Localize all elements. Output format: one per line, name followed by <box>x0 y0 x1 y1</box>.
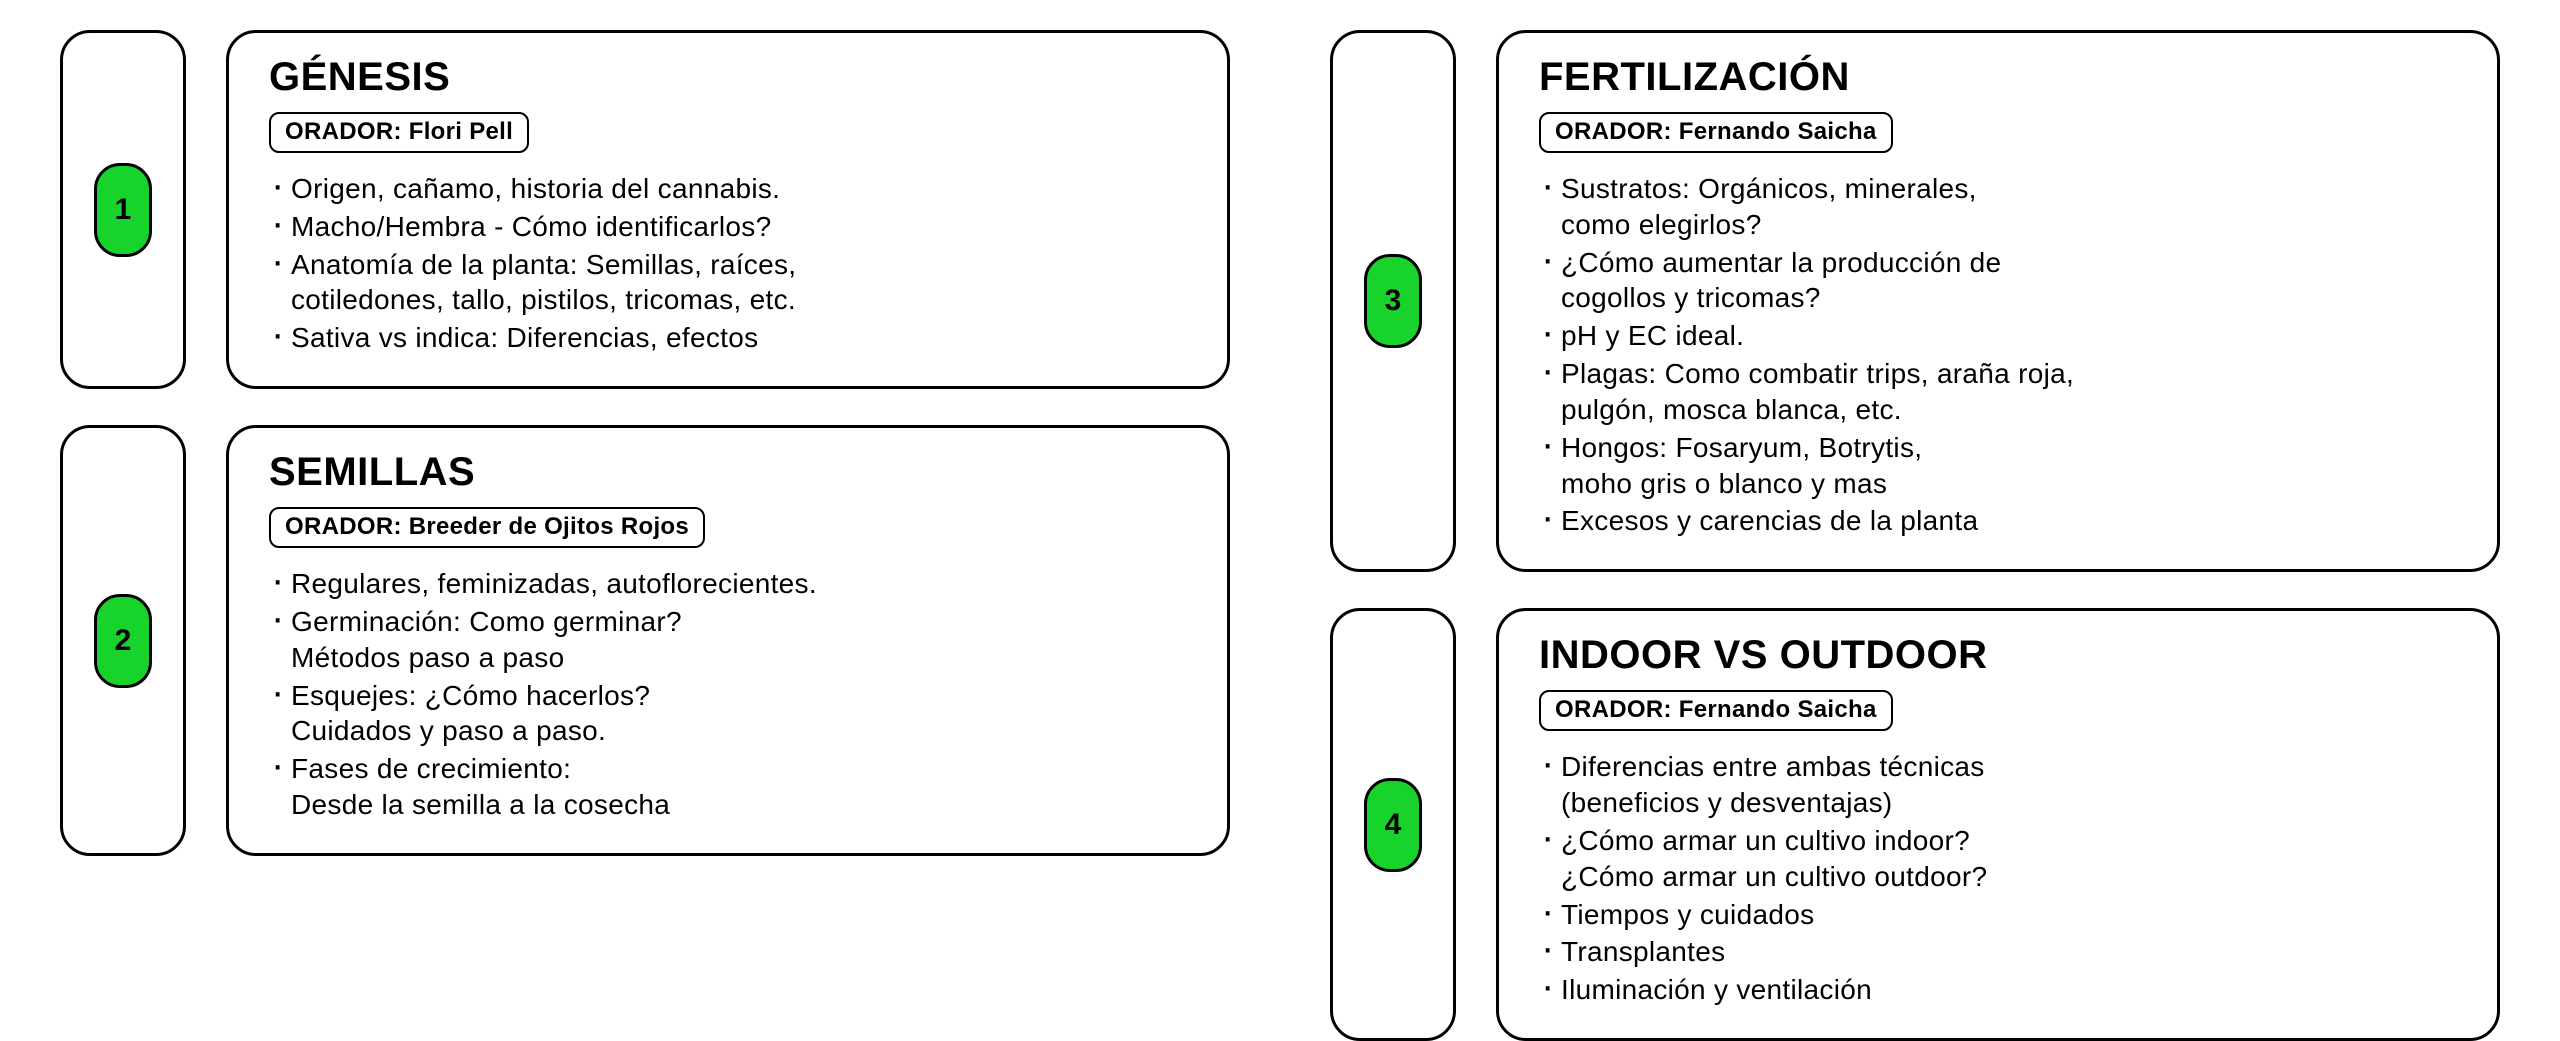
module-title: GÉNESIS <box>269 55 1187 100</box>
module-number-pill: 3 <box>1364 254 1422 348</box>
bullet-line: Excesos y carencias de la planta <box>1561 505 1978 536</box>
column-left: 1 GÉNESIS ORADOR: Flori Pell Origen, cañamo… <box>60 30 1230 935</box>
bullet-subline: Cuidados y paso a paso. <box>291 713 1187 749</box>
bullet-subline: cogollos y tricomas? <box>1561 280 2457 316</box>
bullet-line: Sustratos: Orgánicos, minerales, <box>1561 173 1977 204</box>
bullet-item: Plagas: Como combatir trips, araña roja,… <box>1539 356 2457 428</box>
module-card: FERTILIZACIÓN ORADOR: Fernando Saicha Sust… <box>1496 30 2500 572</box>
speaker-label: ORADOR: <box>1555 696 1672 723</box>
module-number-box: 3 <box>1330 30 1456 572</box>
module-number-box: 2 <box>60 425 186 856</box>
module-title: FERTILIZACIÓN <box>1539 55 2457 100</box>
speaker-badge: ORADOR: Fernando Saicha <box>1539 112 1893 153</box>
bullet-line: Tiempos y cuidados <box>1561 899 1814 930</box>
module-row-3: 3 FERTILIZACIÓN ORADOR: Fernando Saicha Sus… <box>1330 30 2500 572</box>
module-title: INDOOR VS OUTDOOR <box>1539 633 2457 678</box>
bullet-subline: (beneficios y desventajas) <box>1561 785 2457 821</box>
bullet-subline: moho gris o blanco y mas <box>1561 466 2457 502</box>
bullet-subline: cotiledones, tallo, pistilos, tricomas, … <box>291 282 1187 318</box>
bullet-item: Fases de crecimiento:Desde la semilla a … <box>269 751 1187 823</box>
bullet-item: Excesos y carencias de la planta <box>1539 503 2457 539</box>
speaker-badge: ORADOR: Breeder de Ojitos Rojos <box>269 507 705 548</box>
speaker-name: Fernando Saicha <box>1679 118 1877 145</box>
speaker-label: ORADOR: <box>285 118 402 145</box>
bullet-line: Macho/Hembra - Cómo identificarlos? <box>291 211 771 242</box>
bullet-item: pH y EC ideal. <box>1539 318 2457 354</box>
module-card: INDOOR VS OUTDOOR ORADOR: Fernando Saicha… <box>1496 608 2500 1041</box>
speaker-label: ORADOR: <box>285 513 402 540</box>
bullet-item: Hongos: Fosaryum, Botrytis,moho gris o b… <box>1539 430 2457 502</box>
bullet-item: Macho/Hembra - Cómo identificarlos? <box>269 209 1187 245</box>
bullet-subline: ¿Cómo armar un cultivo outdoor? <box>1561 859 2457 895</box>
speaker-name: Flori Pell <box>409 118 513 145</box>
bullet-line: Origen, cañamo, historia del cannabis. <box>291 173 780 204</box>
bullet-item: Anatomía de la planta: Semillas, raíces,… <box>269 247 1187 319</box>
bullet-item: ¿Cómo aumentar la producción decogollos … <box>1539 245 2457 317</box>
speaker-name: Fernando Saicha <box>1679 696 1877 723</box>
bullet-item: Sativa vs indica: Diferencias, efectos <box>269 320 1187 356</box>
bullet-line: ¿Cómo aumentar la producción de <box>1561 247 2001 278</box>
page: 1 GÉNESIS ORADOR: Flori Pell Origen, cañamo… <box>0 0 2560 965</box>
column-right: 3 FERTILIZACIÓN ORADOR: Fernando Saicha Sus… <box>1330 30 2500 935</box>
bullet-item: Iluminación y ventilación <box>1539 972 2457 1008</box>
speaker-label: ORADOR: <box>1555 118 1672 145</box>
bullet-item: Germinación: Como germinar?Métodos paso … <box>269 604 1187 676</box>
bullet-line: Hongos: Fosaryum, Botrytis, <box>1561 432 1922 463</box>
bullet-line: Sativa vs indica: Diferencias, efectos <box>291 322 758 353</box>
module-bullets: Regulares, feminizadas, autoflorecientes… <box>269 566 1187 825</box>
bullet-item: ¿Cómo armar un cultivo indoor?¿Cómo arma… <box>1539 823 2457 895</box>
bullet-line: Anatomía de la planta: Semillas, raíces, <box>291 249 796 280</box>
bullet-line: Transplantes <box>1561 936 1725 967</box>
bullet-item: Esquejes: ¿Cómo hacerlos?Cuidados y paso… <box>269 678 1187 750</box>
module-row-4: 4 INDOOR VS OUTDOOR ORADOR: Fernando Saich… <box>1330 608 2500 1041</box>
module-number-box: 1 <box>60 30 186 389</box>
bullet-line: pH y EC ideal. <box>1561 320 1744 351</box>
speaker-badge: ORADOR: Fernando Saicha <box>1539 690 1893 731</box>
bullet-subline: Desde la semilla a la cosecha <box>291 787 1187 823</box>
bullet-line: Esquejes: ¿Cómo hacerlos? <box>291 680 650 711</box>
bullet-line: Fases de crecimiento: <box>291 753 571 784</box>
bullet-line: ¿Cómo armar un cultivo indoor? <box>1561 825 1970 856</box>
module-bullets: Origen, cañamo, historia del cannabis. Ma… <box>269 171 1187 358</box>
bullet-line: Iluminación y ventilación <box>1561 974 1872 1005</box>
bullet-item: Origen, cañamo, historia del cannabis. <box>269 171 1187 207</box>
bullet-subline: pulgón, mosca blanca, etc. <box>1561 392 2457 428</box>
module-number-pill: 1 <box>94 163 152 257</box>
bullet-item: Diferencias entre ambas técnicas(benefic… <box>1539 749 2457 821</box>
module-number-pill: 4 <box>1364 778 1422 872</box>
bullet-item: Regulares, feminizadas, autoflorecientes… <box>269 566 1187 602</box>
module-row-2: 2 SEMILLAS ORADOR: Breeder de Ojitos Rojos… <box>60 425 1230 856</box>
bullet-subline: Métodos paso a paso <box>291 640 1187 676</box>
module-number-box: 4 <box>1330 608 1456 1041</box>
module-bullets: Sustratos: Orgánicos, minerales,como ele… <box>1539 171 2457 541</box>
module-card: GÉNESIS ORADOR: Flori Pell Origen, cañamo,… <box>226 30 1230 389</box>
speaker-name: Breeder de Ojitos Rojos <box>409 513 689 540</box>
module-bullets: Diferencias entre ambas técnicas(benefic… <box>1539 749 2457 1010</box>
bullet-line: Diferencias entre ambas técnicas <box>1561 751 1985 782</box>
speaker-badge: ORADOR: Flori Pell <box>269 112 529 153</box>
bullet-subline: como elegirlos? <box>1561 207 2457 243</box>
bullet-line: Regulares, feminizadas, autoflorecientes… <box>291 568 817 599</box>
bullet-item: Sustratos: Orgánicos, minerales,como ele… <box>1539 171 2457 243</box>
module-number-pill: 2 <box>94 594 152 688</box>
bullet-item: Tiempos y cuidados <box>1539 897 2457 933</box>
module-title: SEMILLAS <box>269 450 1187 495</box>
bullet-line: Plagas: Como combatir trips, araña roja, <box>1561 358 2074 389</box>
bullet-line: Germinación: Como germinar? <box>291 606 682 637</box>
module-row-1: 1 GÉNESIS ORADOR: Flori Pell Origen, cañamo… <box>60 30 1230 389</box>
module-card: SEMILLAS ORADOR: Breeder de Ojitos Rojos R… <box>226 425 1230 856</box>
